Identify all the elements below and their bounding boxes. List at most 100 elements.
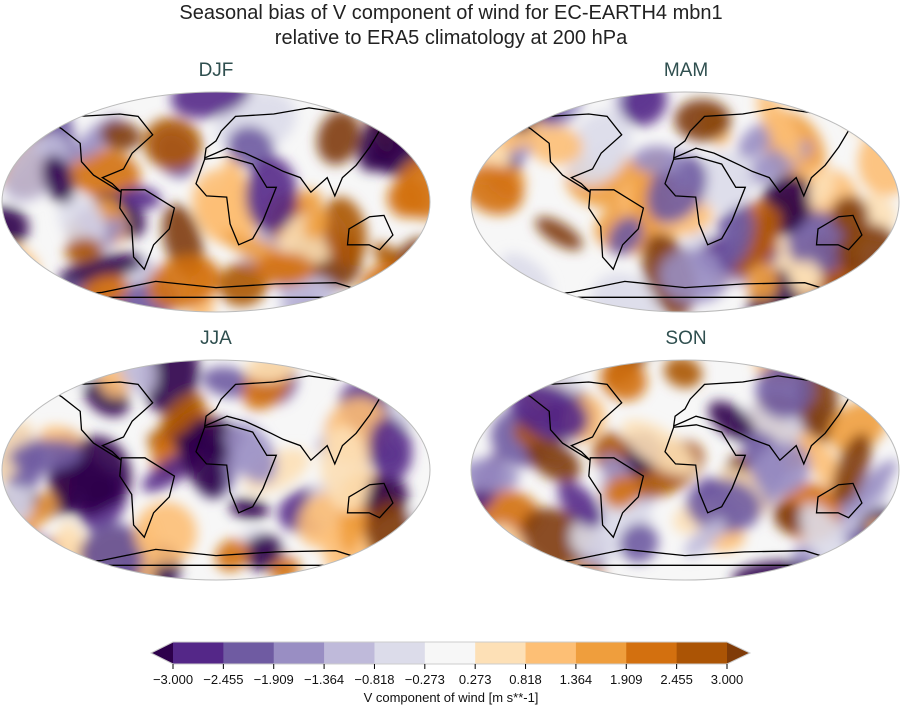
bias-contour-blob — [832, 433, 872, 507]
bias-contour-blob — [393, 527, 430, 568]
bias-contour-blob — [787, 211, 850, 274]
bias-contour-blob — [721, 206, 755, 267]
bias-contour-blob — [471, 164, 524, 215]
colorbar-tick-label: −0.273 — [404, 672, 445, 687]
bias-contour-blob — [58, 253, 143, 287]
bias-contour-blob — [708, 401, 757, 442]
bias-contour-blob — [663, 360, 703, 388]
bias-contour-blob — [202, 366, 256, 398]
bias-contour-blob — [64, 237, 102, 264]
bias-contour-blob — [42, 155, 75, 204]
bias-contour-blob — [753, 441, 811, 497]
bias-contour-blob — [119, 186, 161, 210]
bias-contour-blob — [684, 518, 727, 558]
bias-contour-blob — [471, 458, 520, 492]
bias-contour-blob — [225, 421, 278, 484]
colorbar-extend-low — [151, 642, 173, 664]
bias-contour-blob — [773, 501, 809, 535]
colorbar-bin — [626, 642, 678, 664]
colorbar-tick-label: −1.909 — [253, 672, 294, 687]
colorbar-bin — [676, 642, 728, 664]
figure-title-line1: Seasonal bias of V component of wind for… — [179, 2, 723, 24]
colorbar-tick-label: −1.364 — [304, 672, 345, 687]
bias-contour-blob — [245, 156, 298, 234]
bias-contour-blob — [14, 287, 57, 312]
panel-title-jja: JJA — [200, 328, 232, 349]
bias-contour-blob — [227, 126, 274, 169]
bias-contour-blob — [879, 92, 899, 118]
colorbar-tick-label: −0.818 — [354, 672, 395, 687]
bias-contour-blob — [620, 92, 667, 126]
colorbar-bin — [374, 642, 426, 664]
colorbar-tick-label: 1.364 — [559, 672, 593, 687]
colorbar-tick-label: −3.000 — [152, 672, 194, 687]
colorbar-tick-label: 1.909 — [609, 672, 643, 687]
colorbar-label: V component of wind [m s**-1] — [363, 690, 539, 705]
bias-contour-blob — [58, 194, 107, 250]
bias-contour-blob — [602, 475, 641, 509]
colorbar-tick-label: 3.000 — [710, 672, 744, 687]
bias-contour-blob — [808, 168, 835, 207]
colorbar-bin — [525, 642, 577, 664]
bias-contour-blob — [9, 439, 83, 473]
panel-title-son: SON — [665, 328, 707, 349]
bias-contour-blob — [557, 481, 603, 528]
map-border — [470, 359, 900, 581]
map-border — [1, 359, 431, 581]
bias-contour-blob — [316, 110, 361, 165]
figure-title-line2: relative to ERA5 climatology at 200 hPa — [274, 27, 628, 49]
bias-contour-blob — [686, 478, 762, 533]
bias-contour-blob — [223, 155, 257, 240]
colorbar-bin — [173, 642, 224, 664]
bias-contour-blob — [141, 360, 199, 415]
colorbar-tick-label: 2.455 — [660, 672, 693, 687]
colorbar-bin — [223, 642, 275, 664]
colorbar-bin — [424, 642, 476, 664]
bias-contour-blob — [322, 196, 367, 267]
bias-contour-blob — [607, 216, 644, 256]
panel-title-djf: DJF — [198, 60, 234, 81]
bias-contour-blob — [143, 117, 202, 170]
panel-title-mam: MAM — [663, 60, 709, 81]
bias-contour-blob — [379, 360, 418, 405]
map-border — [470, 91, 900, 313]
colorbar-tick-label: −2.455 — [203, 672, 244, 687]
map-djf — [2, 92, 430, 312]
bias-contour-blob — [737, 122, 775, 159]
colorbar-bin — [324, 642, 375, 664]
bias-contour-blob — [842, 92, 894, 137]
bias-contour-blob — [254, 251, 315, 287]
colorbar-extend-high — [727, 642, 750, 664]
bias-contour-blob — [471, 92, 533, 122]
map-border — [1, 91, 431, 313]
bias-contour-blob — [2, 92, 25, 114]
bias-contour-blob — [621, 419, 697, 476]
bias-contour-blob — [100, 120, 141, 151]
map-mam — [471, 92, 899, 312]
bias-contour-blob — [733, 207, 782, 277]
bias-contour-blob — [619, 523, 659, 563]
bias-contour-blob — [588, 139, 625, 173]
map-son — [471, 360, 899, 580]
bias-contour-blob — [831, 196, 870, 234]
bias-contour-blob — [159, 392, 205, 440]
colorbar — [149, 641, 752, 669]
map-jja — [2, 360, 430, 580]
colorbar-bin — [273, 642, 325, 664]
bias-contour-blob — [590, 272, 659, 312]
bias-contour-blob — [674, 99, 732, 142]
bias-contour-blob — [838, 459, 898, 520]
bias-contour-blob — [368, 417, 413, 481]
colorbar-bin — [475, 642, 527, 664]
bias-contour-blob — [70, 148, 141, 200]
bias-contour-blob — [471, 546, 511, 580]
bias-contour-blob — [528, 125, 584, 165]
colorbar-bin — [575, 642, 627, 664]
bias-contour-blob — [746, 262, 779, 302]
bias-contour-blob — [147, 255, 221, 310]
bias-contour-blob — [525, 434, 581, 483]
bias-contour-blob — [170, 92, 252, 119]
bias-contour-blob — [694, 151, 755, 212]
bias-contour-blob — [859, 97, 899, 119]
